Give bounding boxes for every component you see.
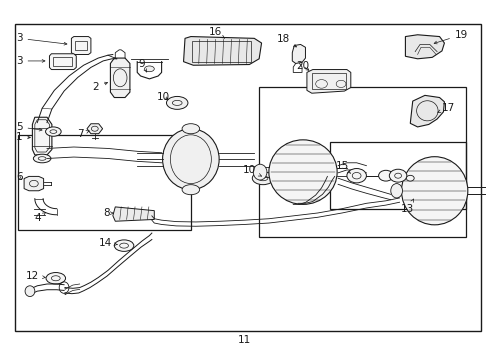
- Ellipse shape: [113, 69, 127, 87]
- Text: 16: 16: [208, 27, 224, 38]
- Polygon shape: [87, 124, 102, 134]
- Bar: [311, 73, 345, 89]
- Text: 2: 2: [92, 82, 107, 92]
- Text: 14: 14: [99, 238, 118, 248]
- Bar: [53, 57, 72, 66]
- Text: 13: 13: [401, 199, 414, 215]
- Ellipse shape: [144, 66, 154, 72]
- Text: 17: 17: [437, 103, 454, 113]
- Bar: [75, 41, 87, 50]
- Text: 3: 3: [16, 33, 67, 45]
- Polygon shape: [49, 54, 76, 69]
- Polygon shape: [183, 37, 261, 65]
- Ellipse shape: [253, 164, 266, 180]
- Polygon shape: [32, 117, 52, 155]
- Text: 15: 15: [335, 161, 350, 174]
- Ellipse shape: [182, 124, 199, 134]
- Ellipse shape: [252, 172, 273, 185]
- Text: 3: 3: [16, 56, 45, 66]
- Ellipse shape: [390, 184, 402, 198]
- Ellipse shape: [346, 168, 366, 183]
- Polygon shape: [292, 44, 305, 63]
- Ellipse shape: [182, 185, 199, 195]
- Polygon shape: [409, 95, 444, 127]
- Ellipse shape: [388, 169, 406, 182]
- Text: 8: 8: [103, 208, 113, 219]
- Bar: [329, 142, 466, 209]
- Text: 4: 4: [34, 212, 45, 223]
- Text: 12: 12: [26, 271, 45, 281]
- Text: 7: 7: [77, 129, 89, 139]
- Text: 19: 19: [433, 30, 467, 44]
- Ellipse shape: [114, 240, 134, 251]
- Text: 11: 11: [237, 334, 251, 345]
- Polygon shape: [306, 69, 350, 93]
- Bar: [18, 135, 190, 230]
- Text: 20: 20: [296, 61, 309, 71]
- Bar: [192, 41, 250, 62]
- Polygon shape: [405, 35, 444, 59]
- Text: 10: 10: [156, 92, 169, 102]
- Ellipse shape: [378, 170, 392, 181]
- Text: 9: 9: [139, 59, 146, 72]
- Polygon shape: [71, 37, 91, 54]
- Text: 6: 6: [16, 172, 22, 183]
- Ellipse shape: [401, 157, 467, 225]
- Text: 5: 5: [16, 122, 42, 132]
- Ellipse shape: [166, 96, 187, 109]
- Polygon shape: [24, 176, 43, 191]
- Ellipse shape: [33, 154, 51, 163]
- Ellipse shape: [46, 273, 65, 284]
- Ellipse shape: [25, 286, 35, 297]
- Bar: [15, 24, 480, 330]
- Polygon shape: [113, 207, 154, 221]
- Bar: [259, 87, 466, 237]
- Ellipse shape: [268, 140, 336, 204]
- Polygon shape: [110, 58, 130, 98]
- Text: 1: 1: [16, 132, 30, 142]
- Ellipse shape: [45, 127, 61, 136]
- Text: 18: 18: [276, 34, 296, 47]
- Ellipse shape: [162, 129, 219, 190]
- Text: 10: 10: [243, 165, 261, 176]
- Ellipse shape: [406, 175, 413, 181]
